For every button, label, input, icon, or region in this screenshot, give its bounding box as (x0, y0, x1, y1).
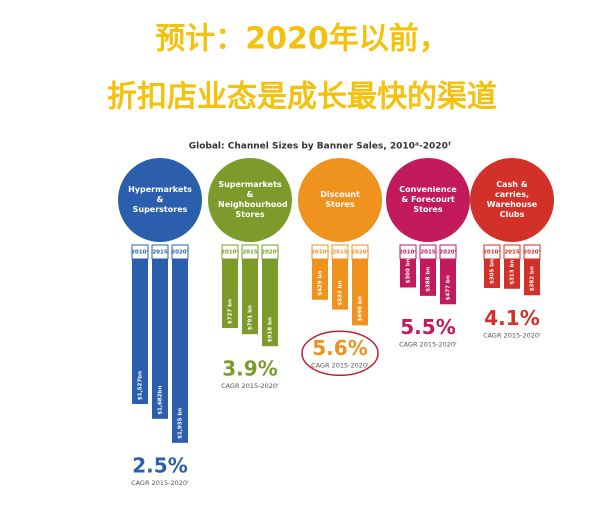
x-tick-label: 2010ᵃ (399, 250, 417, 256)
value-label: $477 bn (446, 275, 452, 300)
value-label: $300 bn (406, 258, 412, 283)
bar (352, 245, 368, 326)
bar-head (483, 244, 501, 260)
value-label: $533 bn (338, 280, 344, 305)
bar (242, 245, 258, 335)
bar-head (399, 244, 417, 260)
group-circle (208, 158, 292, 242)
group-circle (118, 158, 202, 242)
x-tick-label: 2010ᵃ (221, 250, 239, 256)
value-label: $791 bn (248, 305, 254, 330)
value-label: $727 bn (228, 299, 234, 324)
bar (332, 245, 348, 310)
group-name: Convenience & Forecourt Stores (399, 185, 457, 214)
bar (262, 245, 278, 347)
group-circle (470, 158, 554, 242)
value-label: $382 bn (530, 266, 536, 291)
x-tick-label: 2020ᶠ (523, 249, 540, 256)
cagr: 3.9% (222, 357, 277, 381)
bar (172, 245, 188, 443)
bar-head (261, 244, 279, 260)
cagr-note: CAGR 2015-2020ᶠ (483, 331, 541, 339)
group-name: Cash & carries, Warehouse Clubs (486, 180, 538, 219)
x-tick-label: 2010ᵃ (311, 250, 329, 256)
bar-head (221, 244, 239, 260)
x-tick-label: 2020ᶠ (171, 249, 188, 256)
bar-head (171, 244, 189, 260)
group-circle (298, 158, 382, 242)
value-label: $1,682bn (158, 386, 164, 415)
value-label: $313 bn (510, 260, 516, 285)
bar-head (241, 244, 259, 260)
group-name: Discount Stores (320, 190, 360, 209)
cagr: 5.5% (400, 315, 455, 339)
title: 预计：2020年以前， (155, 22, 449, 57)
value-label: $698 bn (358, 296, 364, 321)
group-circle (386, 158, 470, 242)
bar-head (351, 244, 369, 260)
value-label: $918 bn (268, 317, 274, 342)
x-tick-label: 2015 (152, 250, 167, 256)
x-tick-label: 2015 (332, 250, 347, 256)
value-label: $429 bn (318, 271, 324, 296)
bar (152, 245, 168, 419)
group-name: Hypermarkets & Superstores (128, 185, 192, 214)
chart-title: Global: Channel Sizes by Banner Sales, 2… (189, 142, 451, 152)
value-label: $1,935 bn (178, 408, 184, 439)
title: 折扣店业态是成长最快的渠道 (107, 80, 497, 115)
cagr-note: CAGR 2015-2020ᶠ (311, 361, 369, 369)
cagr: 4.1% (484, 306, 539, 330)
x-tick-label: 2015 (242, 250, 257, 256)
x-tick-label: 2020ᶠ (351, 249, 368, 256)
value-label: $305 bn (490, 259, 496, 284)
bar-head (439, 244, 457, 260)
bar (440, 245, 456, 305)
value-label: $388 bn (426, 267, 432, 292)
x-tick-label: 2010ᵃ (131, 250, 149, 256)
highlight-ring (301, 330, 379, 377)
x-tick-label: 2010ᵃ (483, 250, 501, 256)
bar-head (523, 244, 541, 260)
x-tick-label: 2020ᶠ (261, 249, 278, 256)
bar-head (151, 244, 169, 260)
x-tick-label: 2015 (504, 250, 519, 256)
cagr-note: CAGR 2015-2020ᶠ (399, 340, 457, 348)
group-name: Supermarkets & Neighbourhood Stores (218, 180, 288, 219)
bar-head (331, 244, 349, 260)
bar-head (503, 244, 521, 260)
cagr: 5.6% (312, 336, 367, 360)
cagr-note: CAGR 2015-2020ᶠ (131, 479, 189, 487)
x-tick-label: 2015 (420, 250, 435, 256)
bar-head (311, 244, 329, 260)
cagr: 2.5% (132, 453, 187, 477)
bar (222, 245, 238, 329)
bar-head (131, 244, 149, 260)
bar-head (419, 244, 437, 260)
value-label: $1,527bn (138, 371, 144, 400)
bar (132, 245, 148, 405)
cagr-note: CAGR 2015-2020ᶠ (221, 382, 279, 390)
x-tick-label: 2020ᶠ (439, 249, 456, 256)
